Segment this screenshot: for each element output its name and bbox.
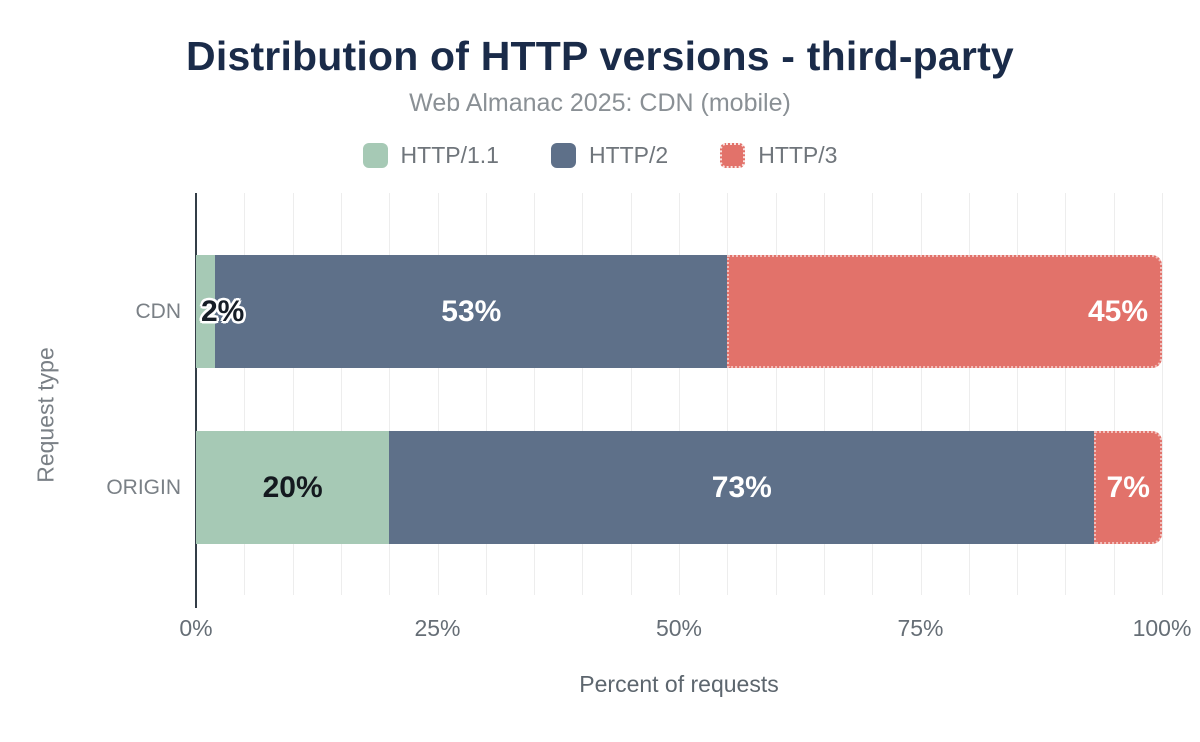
- category-label-cdn: CDN: [135, 299, 182, 323]
- gridline: [1113, 193, 1115, 595]
- legend-swatch-http11-icon: [362, 143, 388, 168]
- bar-segment-origin-http2[interactable]: [389, 431, 1095, 544]
- legend-item-http3[interactable]: HTTP/3: [720, 142, 837, 169]
- x-tick-label-50: 50%: [655, 615, 703, 641]
- gridline: [968, 193, 970, 595]
- gridline: [1162, 193, 1163, 595]
- chart-subtitle: Web Almanac 2025: CDN (mobile): [409, 89, 791, 117]
- gridline: [534, 193, 536, 595]
- gridline: [1065, 193, 1067, 595]
- category-label-origin: ORIGIN: [106, 475, 181, 499]
- bar-segment-cdn-http3[interactable]: [727, 255, 1162, 368]
- legend: HTTP/1.1 HTTP/2 HTTP/3: [0, 142, 1200, 169]
- y-axis-title: Request type: [32, 347, 59, 483]
- x-tick-label-100: 100%: [1132, 615, 1192, 641]
- bar-segment-cdn-http2[interactable]: [215, 255, 728, 368]
- legend-label-http2: HTTP/2: [588, 142, 669, 168]
- legend-item-http2[interactable]: HTTP/2: [550, 142, 669, 169]
- legend-label-http3: HTTP/3: [758, 142, 838, 168]
- bar-row-origin: 20% 73% 7%: [196, 431, 1162, 544]
- bar-segment-origin-http3[interactable]: [1094, 431, 1162, 544]
- x-tick-label-0: 0%: [179, 615, 213, 641]
- legend-label-http11: HTTP/1.1: [400, 142, 499, 168]
- legend-item-http11[interactable]: HTTP/1.1: [362, 142, 499, 169]
- gridline: [920, 193, 922, 595]
- gridline: [872, 193, 874, 595]
- x-axis-title: Percent of requests: [579, 671, 779, 697]
- gridline: [582, 193, 584, 595]
- bar-row-cdn: 2% 53% 45%: [196, 255, 1162, 368]
- gridline: [437, 193, 439, 595]
- gridline: [727, 193, 729, 595]
- plot-area: Percent of requests 2% 53% 45% CDN 20% 73% 7% O…: [106, 193, 1191, 697]
- gridline: [823, 193, 825, 595]
- chart-title: Distribution of HTTP versions - third-pa…: [186, 33, 1014, 79]
- bar-segment-cdn-http11[interactable]: [196, 255, 216, 368]
- gridline: [630, 193, 632, 595]
- legend-swatch-http3-icon: [720, 143, 746, 168]
- gridline: [485, 193, 487, 595]
- x-tick-label-25: 25%: [414, 615, 461, 641]
- gridline: [775, 193, 777, 595]
- gridline: [292, 193, 294, 595]
- gridline: [340, 193, 342, 595]
- gridline: [679, 193, 680, 595]
- y-axis-line: [195, 193, 197, 608]
- legend-swatch-http2-icon: [550, 143, 576, 168]
- gridline: [1017, 193, 1019, 595]
- x-tick-label-75: 75%: [897, 615, 944, 641]
- gridline: [244, 193, 246, 595]
- gridline: [389, 193, 391, 595]
- bar-segment-origin-http11[interactable]: [196, 431, 390, 544]
